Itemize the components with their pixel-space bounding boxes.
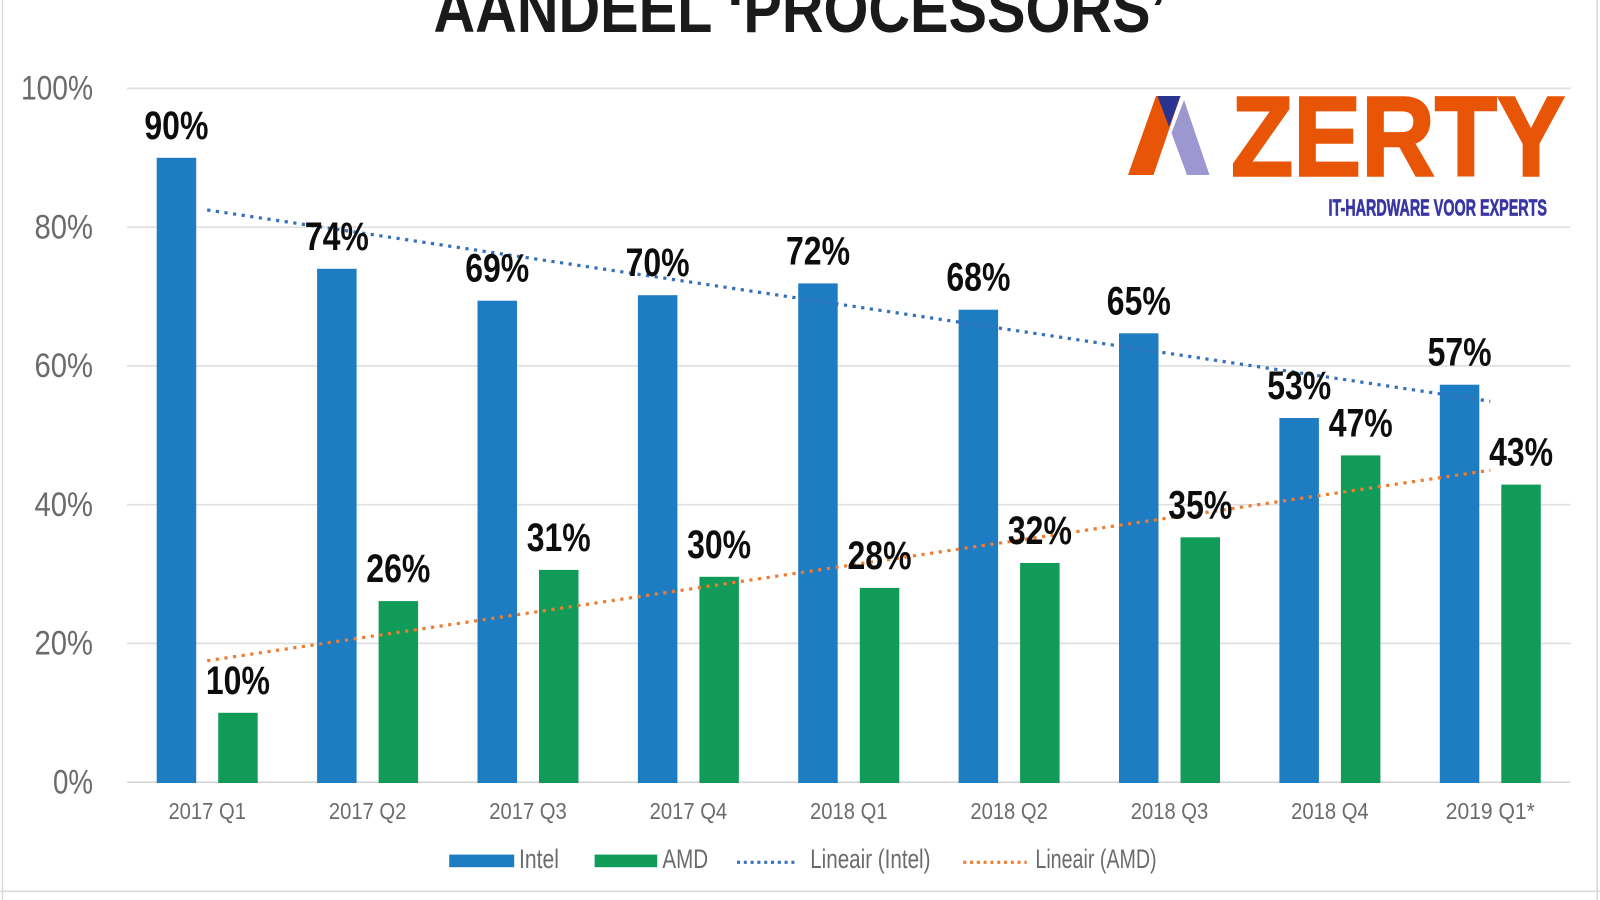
svg-text:35%: 35%	[1168, 483, 1232, 527]
svg-text:IT-HARDWARE VOOR EXPERTS: IT-HARDWARE VOOR EXPERTS	[1329, 195, 1548, 221]
svg-text:2017 Q2: 2017 Q2	[329, 798, 407, 824]
svg-text:2019 Q1*: 2019 Q1*	[1446, 798, 1535, 824]
svg-text:57%: 57%	[1428, 331, 1492, 375]
svg-text:100%: 100%	[21, 70, 93, 108]
svg-text:AMD: AMD	[662, 844, 708, 874]
svg-text:68%: 68%	[946, 256, 1010, 300]
svg-text:2018 Q2: 2018 Q2	[970, 798, 1048, 824]
svg-text:2017 Q3: 2017 Q3	[489, 798, 567, 824]
svg-text:43%: 43%	[1489, 431, 1553, 475]
svg-text:20%: 20%	[35, 625, 94, 663]
svg-text:31%: 31%	[527, 516, 591, 560]
svg-text:30%: 30%	[687, 523, 751, 567]
svg-text:80%: 80%	[35, 209, 94, 247]
svg-text:32%: 32%	[1008, 509, 1072, 553]
svg-text:AANDEEL ‘PROCESSORS’: AANDEEL ‘PROCESSORS’	[434, 0, 1167, 47]
svg-text:0%: 0%	[53, 764, 93, 802]
svg-text:Intel: Intel	[519, 844, 559, 874]
svg-text:Lineair (Intel): Lineair (Intel)	[810, 844, 930, 874]
svg-text:74%: 74%	[305, 215, 369, 259]
svg-text:28%: 28%	[848, 534, 912, 578]
svg-text:69%: 69%	[465, 247, 529, 291]
svg-text:40%: 40%	[35, 486, 94, 524]
svg-text:65%: 65%	[1107, 279, 1171, 323]
svg-text:90%: 90%	[144, 104, 208, 148]
svg-text:47%: 47%	[1329, 401, 1393, 445]
svg-text:2017 Q1: 2017 Q1	[168, 798, 246, 824]
svg-text:2018 Q3: 2018 Q3	[1131, 798, 1209, 824]
svg-text:53%: 53%	[1267, 364, 1331, 408]
svg-text:2018 Q4: 2018 Q4	[1291, 798, 1369, 824]
svg-text:ZERTY: ZERTY	[1231, 74, 1565, 200]
svg-text:Lineair (AMD): Lineair (AMD)	[1035, 844, 1156, 874]
svg-text:72%: 72%	[786, 229, 850, 273]
svg-text:70%: 70%	[626, 241, 690, 285]
svg-text:60%: 60%	[35, 347, 94, 385]
svg-text:2018 Q1: 2018 Q1	[810, 798, 888, 824]
svg-text:2017 Q4: 2017 Q4	[650, 798, 728, 824]
svg-text:10%: 10%	[206, 659, 270, 703]
svg-text:26%: 26%	[366, 547, 430, 591]
